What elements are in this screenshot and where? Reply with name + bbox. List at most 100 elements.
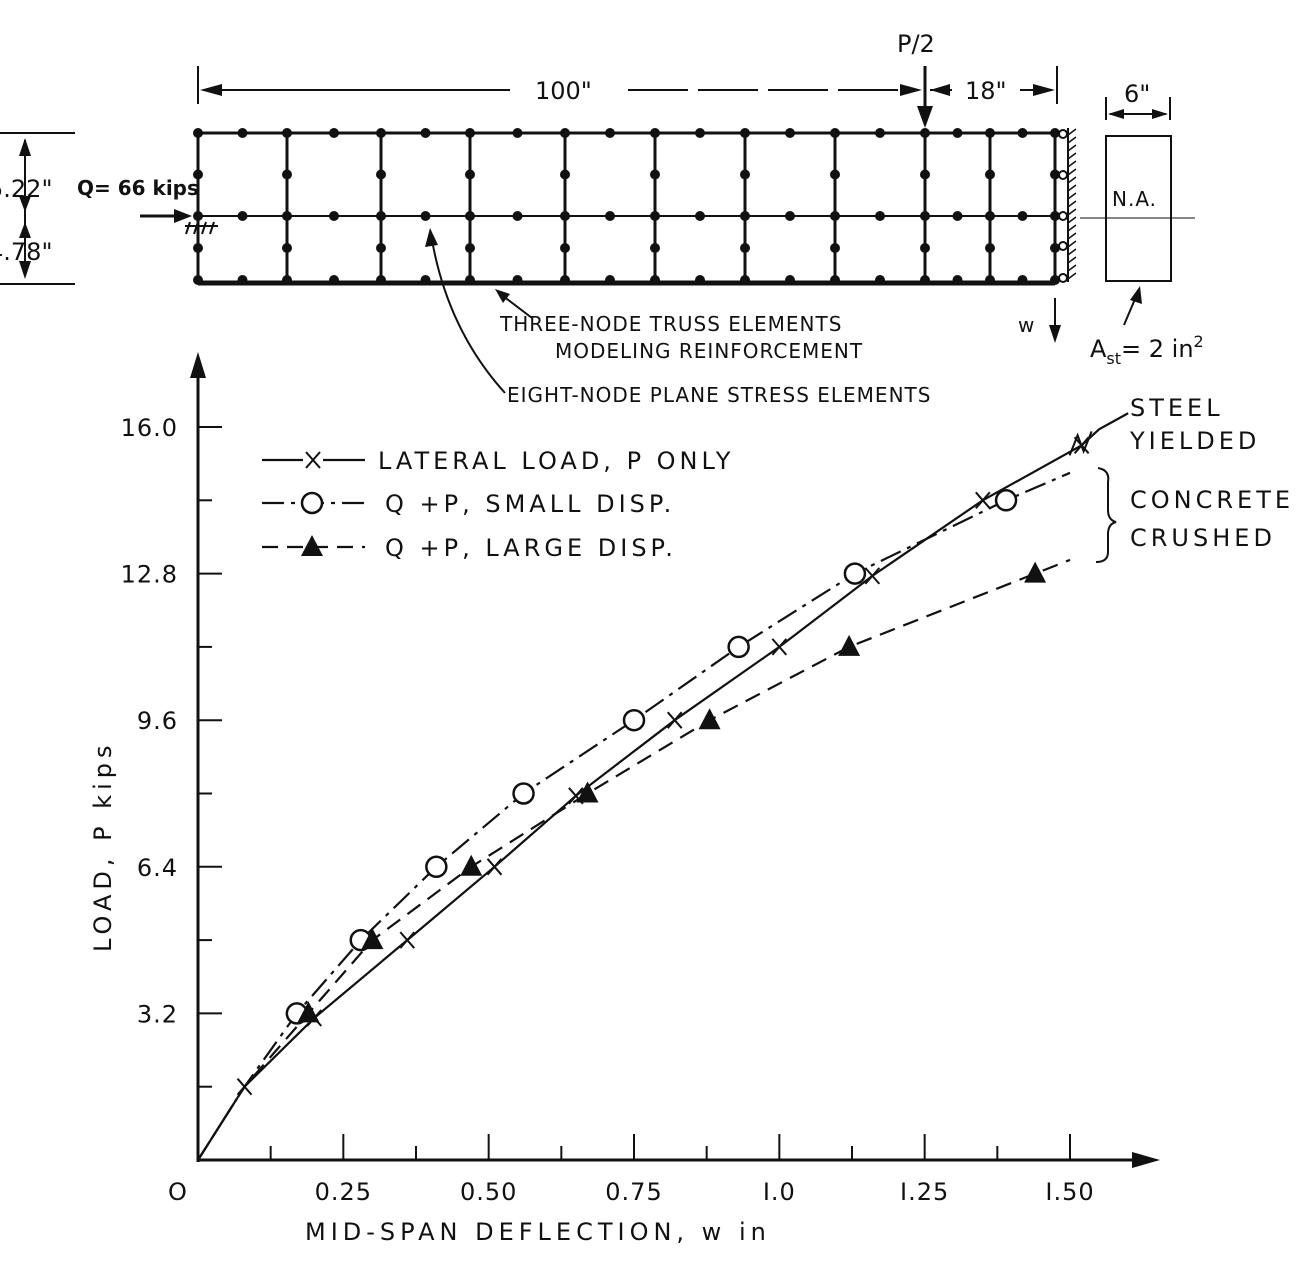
truss-note-line1: THREE-NODE TRUSS ELEMENTS xyxy=(499,312,842,336)
mesh-node xyxy=(1050,169,1060,180)
plane-stress-note: EIGHT-NODE PLANE STRESS ELEMENTS xyxy=(507,383,931,407)
mesh-node xyxy=(1050,211,1060,221)
mesh-node xyxy=(830,211,840,221)
mesh-node xyxy=(605,211,615,221)
x-tick-label: I.0 xyxy=(763,1178,796,1206)
x-axis-arrow-icon xyxy=(1132,1152,1160,1168)
mesh-node xyxy=(830,128,840,138)
mesh-node xyxy=(465,128,475,138)
x-tick-label: 0.50 xyxy=(460,1178,517,1206)
width-dimension-label: 6" xyxy=(1124,80,1150,108)
mesh-node xyxy=(329,128,339,138)
mesh-node xyxy=(785,275,795,285)
axial-load-arrow-icon xyxy=(174,209,192,223)
mesh-node xyxy=(329,275,339,285)
mesh-node xyxy=(952,275,963,285)
legend-marker-x xyxy=(305,451,321,469)
mesh-node xyxy=(560,128,570,138)
data-point-circle xyxy=(622,708,646,732)
data-point-triangle xyxy=(297,1001,320,1023)
mesh-node xyxy=(1050,275,1060,285)
data-point-x xyxy=(399,931,416,949)
mesh-node xyxy=(920,211,930,221)
mesh-node xyxy=(376,243,386,253)
mesh-node xyxy=(237,128,248,138)
mesh-node xyxy=(560,211,570,221)
mesh-node xyxy=(193,211,203,221)
mesh-node xyxy=(985,243,995,253)
mesh-node xyxy=(920,169,930,180)
mesh-node xyxy=(875,275,885,285)
mesh-node xyxy=(695,211,705,221)
mesh-node xyxy=(605,275,615,285)
legend-label-large-disp: Q +P, LARGE DISP. xyxy=(385,534,677,562)
mesh-node xyxy=(1017,275,1028,285)
mesh-node xyxy=(785,128,795,138)
y-tick-label: 6.4 xyxy=(137,854,178,882)
mesh-node xyxy=(740,243,750,253)
neutral-axis-label: N.A. xyxy=(1112,187,1157,211)
data-point-x xyxy=(486,858,503,876)
legend-label-lateral: LATERAL LOAD, P ONLY xyxy=(378,447,734,475)
mesh-node xyxy=(376,128,386,138)
mesh-node xyxy=(237,275,248,285)
mesh-node xyxy=(740,275,750,285)
mesh-node xyxy=(695,128,705,138)
mesh-node xyxy=(740,128,750,138)
mesh-node xyxy=(560,169,570,180)
deflection-symbol-label: w xyxy=(1018,313,1035,337)
mesh-node xyxy=(282,169,292,180)
x-tick-label: 0.75 xyxy=(605,1178,662,1206)
mesh-node xyxy=(985,275,995,285)
mesh-node xyxy=(952,128,963,138)
span-dimension-label: 100" xyxy=(535,77,592,105)
mesh-node xyxy=(465,275,475,285)
mesh-node xyxy=(282,211,292,221)
mesh-node xyxy=(376,211,386,221)
mesh-node xyxy=(420,211,431,221)
x-tick-label: I.50 xyxy=(1045,1178,1094,1206)
mesh-node xyxy=(512,211,523,221)
steel-area-label: Ast= 2 in2 xyxy=(1090,332,1204,368)
legend: LATERAL LOAD, P ONLY Q +P, SMALL DISP. Q… xyxy=(262,447,734,562)
beam-diagram: 100" 18" P/2 5.22" 4.78" Q= 66 kips xyxy=(0,30,1204,407)
x-tick-label: 0.25 xyxy=(315,1178,372,1206)
data-point-x xyxy=(666,711,683,729)
mesh-node xyxy=(420,128,431,138)
mesh-node xyxy=(830,169,840,180)
mesh-node xyxy=(512,128,523,138)
mesh-node xyxy=(1050,128,1060,138)
mesh-node xyxy=(193,169,203,180)
mesh-node xyxy=(512,275,523,285)
data-point-x xyxy=(975,491,991,509)
data-point-circle xyxy=(843,562,867,585)
mesh-node xyxy=(376,169,386,180)
bottom-depth-label: 4.78" xyxy=(0,238,52,266)
curve-break-mark xyxy=(1068,430,1093,456)
data-point-triangle xyxy=(1024,561,1047,583)
data-point-x xyxy=(771,638,788,656)
data-point-circle xyxy=(512,782,535,805)
truss-note-line2: MODELING REINFORCEMENT xyxy=(555,339,863,363)
mesh-node xyxy=(1017,128,1028,138)
data-point-triangle xyxy=(460,854,483,876)
point-load-label: P/2 xyxy=(897,30,935,58)
x-axis-title: MID-SPAN DEFLECTION, w in xyxy=(305,1218,771,1246)
pin-support-icon xyxy=(185,221,218,235)
top-depth-label: 5.22" xyxy=(0,175,52,203)
y-tick-label: 16.0 xyxy=(121,414,178,442)
deflection-arrow-icon xyxy=(1049,325,1061,343)
data-point-circle xyxy=(727,635,750,659)
mesh-node xyxy=(193,243,203,253)
mesh-node xyxy=(420,275,431,285)
mesh-node xyxy=(985,128,995,138)
y-tick-label: 12.8 xyxy=(121,561,178,589)
mesh-node xyxy=(560,275,570,285)
data-point-triangle xyxy=(698,708,721,730)
mesh-node xyxy=(282,128,292,138)
mesh-node xyxy=(875,128,885,138)
x-tick-label: I.25 xyxy=(900,1178,949,1206)
mesh-node xyxy=(1017,211,1028,221)
steel-yielded-line1: STEEL xyxy=(1130,394,1224,422)
